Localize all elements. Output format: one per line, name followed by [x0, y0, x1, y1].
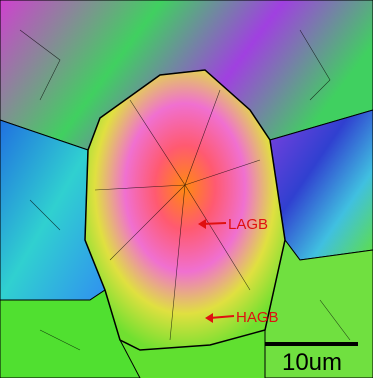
annotation-label: LAGB	[228, 216, 268, 233]
page: LAGB HAGB 10um (() => { const data = JSO…	[0, 0, 373, 378]
scale-bar-label: 10um	[282, 349, 342, 376]
ebsd-map: LAGB HAGB 10um	[0, 0, 373, 378]
annotation-label: HAGB	[236, 309, 279, 326]
